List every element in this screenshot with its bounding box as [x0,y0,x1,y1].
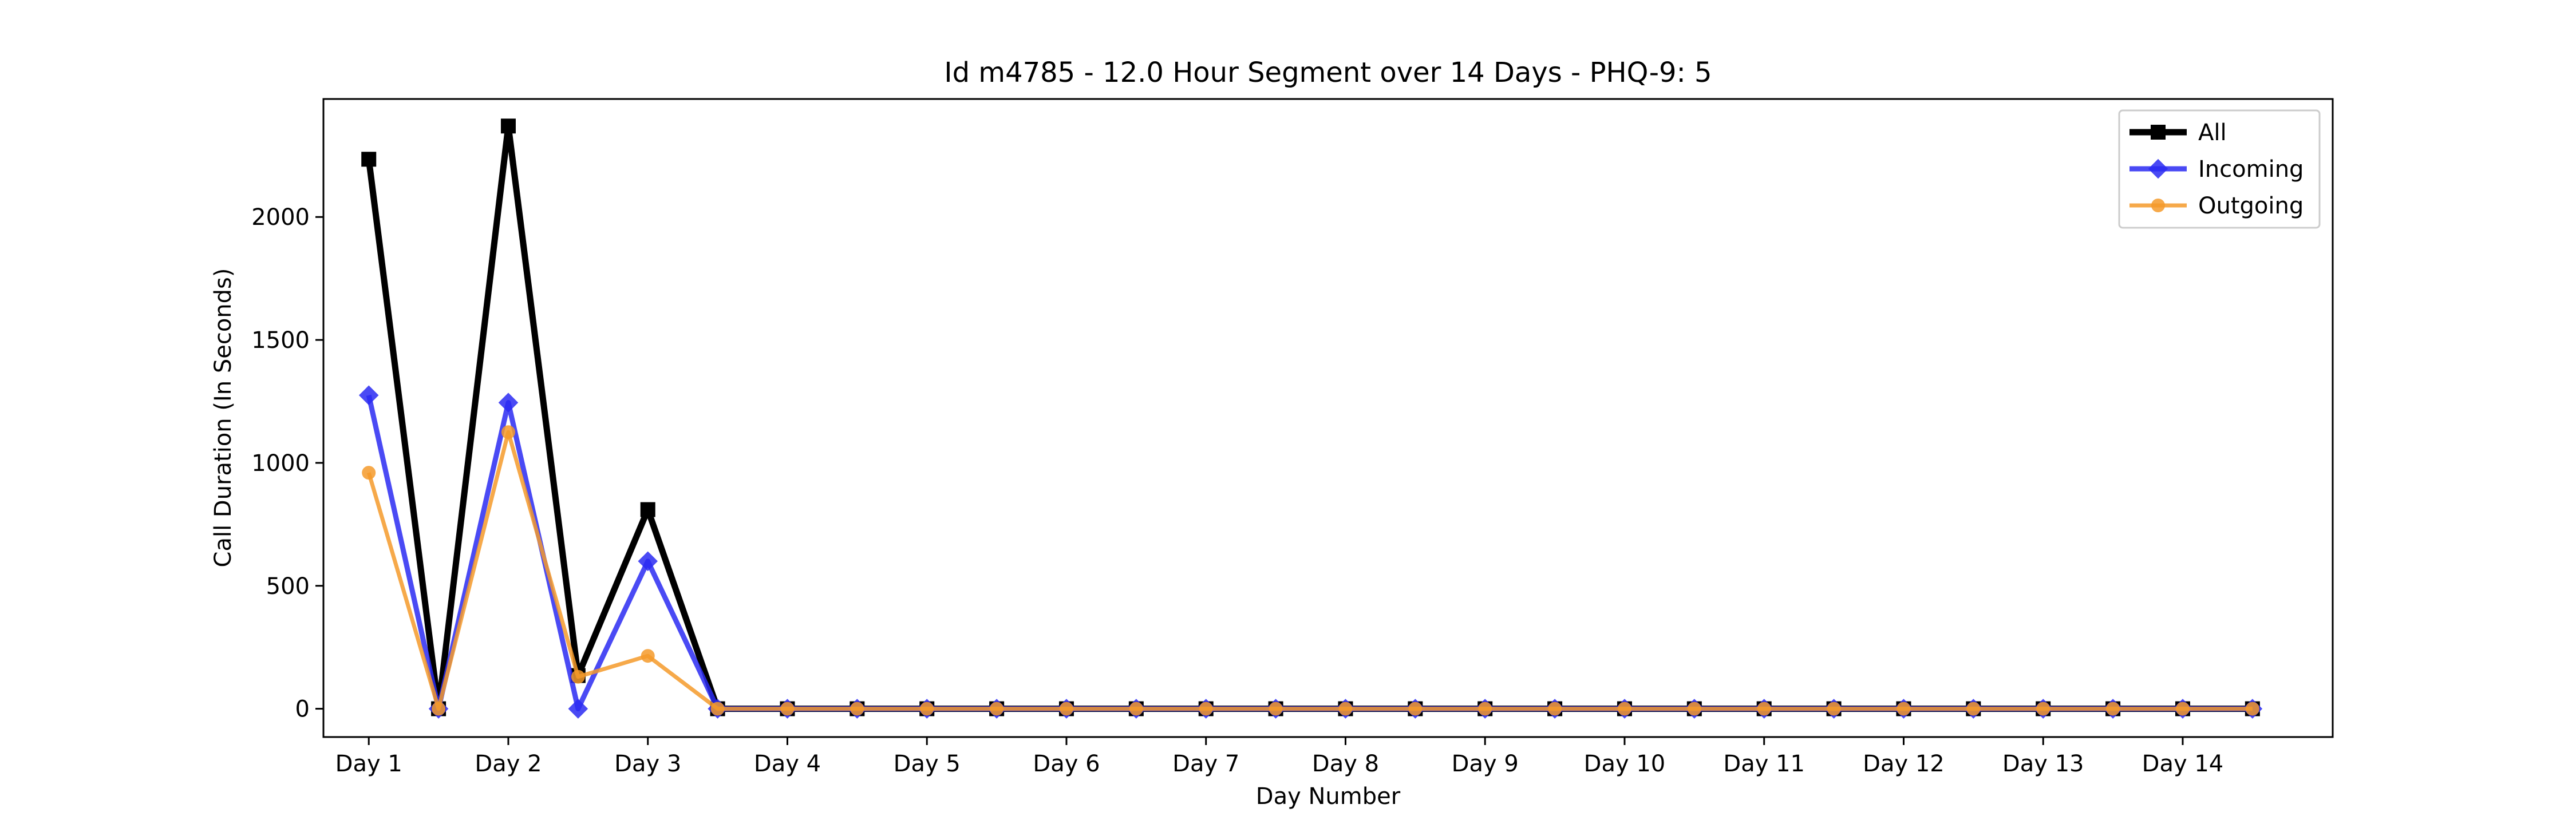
y-tick-label: 500 [266,573,310,600]
data-point [1129,702,1143,716]
data-point [361,152,377,167]
data-point [500,118,516,134]
data-point [1199,702,1213,716]
data-point [1687,702,1701,716]
data-point [1408,702,1423,716]
data-point [850,702,864,716]
x-tick-label: Day 12 [1863,751,1945,777]
x-tick-label: Day 4 [754,751,821,777]
x-tick-label: Day 3 [614,751,681,777]
legend-item-all: All [2129,120,2227,146]
data-point [990,702,1004,716]
data-point [640,502,655,517]
data-point [2175,702,2190,716]
legend-marker [2151,125,2166,140]
legend-marker [2151,199,2165,212]
legend: All Incoming Outgoing [2118,109,2321,229]
x-tick-label: Day 1 [335,751,402,777]
series-all [361,118,2260,716]
series-outgoing [362,425,2259,716]
legend-marker [2148,159,2168,179]
x-axis-title: Day Number [1256,783,1401,810]
data-point [1757,702,1771,716]
x-tick-label: Day 11 [1723,751,1805,777]
plot-area [322,98,2334,738]
data-point [2036,702,2050,716]
series-line [366,430,2253,711]
data-point [1827,702,1841,716]
y-axis-title: Call Duration (In Seconds) [210,268,236,568]
x-axis: Day 1 Day 2 Day 3 Day 4 Day 5 Day 6 Day 7 Day 8… [335,737,2224,777]
data-point [1059,702,1073,716]
data-point [710,702,725,716]
y-tick-label: 1500 [251,327,310,354]
data-point [1548,702,1562,716]
data-point [2245,702,2259,716]
y-tick-label: 0 [295,696,310,723]
data-point [638,551,658,572]
data-point [2106,702,2120,716]
x-tick-label: Day 10 [1584,751,1666,777]
y-axis: 0 500 1000 1500 2000 [251,204,323,723]
data-point [780,702,795,716]
data-point [501,425,515,439]
data-point [1897,702,1911,716]
legend-label: Incoming [2198,156,2304,183]
series-incoming [358,385,2263,719]
legend-label: Outgoing [2198,193,2304,219]
x-tick-label: Day 5 [894,751,961,777]
legend-item-outgoing: Outgoing [2129,193,2304,219]
data-point [1338,702,1353,716]
legend-item-incoming: Incoming [2129,156,2304,183]
data-point [498,393,519,413]
data-point [641,649,655,663]
x-tick-label: Day 13 [2002,751,2084,777]
y-tick-label: 1000 [251,450,310,477]
data-point [1269,702,1283,716]
x-tick-label: Day 8 [1312,751,1379,777]
series-line [365,122,2253,712]
x-tick-label: Day 6 [1033,751,1100,777]
data-point [920,702,934,716]
data-point [362,466,376,480]
y-tick-label: 2000 [251,204,310,231]
data-point [1966,702,1981,716]
x-tick-label: Day 7 [1172,751,1239,777]
x-tick-label: Day 9 [1452,751,1519,777]
data-point [1617,702,1631,716]
legend-box [2118,109,2321,229]
data-point [571,670,585,684]
data-point [358,385,379,406]
chart-title: Id m4785 - 12.0 Hour Segment over 14 Day… [944,57,1712,89]
legend-label: All [2198,120,2227,146]
data-point [1478,702,1492,716]
data-point [432,702,446,716]
x-tick-label: Day 14 [2142,751,2224,777]
data-point [568,699,588,719]
x-tick-label: Day 2 [475,751,542,777]
series-layer [358,118,2263,719]
